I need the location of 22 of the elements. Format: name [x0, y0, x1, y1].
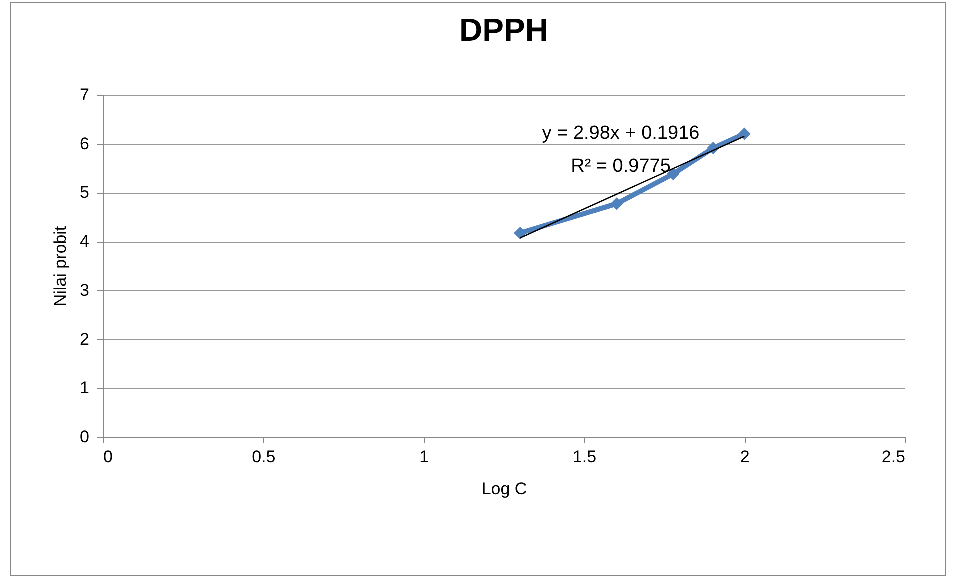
point: [610, 198, 624, 210]
x-tick-label: 2: [740, 448, 750, 466]
annotation: R² = 0.9775: [571, 156, 671, 177]
x-tick-label: 1.5: [572, 448, 597, 466]
y-tick-label: 0: [80, 428, 90, 446]
x-tick-label: 0.5: [252, 448, 276, 466]
point: [738, 128, 751, 140]
point: [514, 226, 527, 240]
x-axis-title: Log C: [482, 480, 528, 498]
y-tick-label: 2: [80, 330, 90, 349]
chart-title: DPPH: [460, 12, 548, 48]
y-tick-label: 6: [80, 134, 90, 154]
x-tick-label: 1: [420, 448, 430, 466]
annotation: y = 2.98x + 0.1916: [542, 123, 700, 144]
y-tick-label: 4: [80, 232, 90, 252]
y-tick-label: 5: [80, 183, 90, 202]
x-tick-label: 2.5: [882, 448, 906, 466]
y-tick-label: 1: [80, 378, 90, 398]
x-tick-label: 0: [104, 448, 113, 466]
y-axis-title: Nilai probit: [51, 226, 70, 307]
y-tick-label: 7: [80, 86, 90, 104]
y-tick-label: 3: [80, 280, 90, 300]
